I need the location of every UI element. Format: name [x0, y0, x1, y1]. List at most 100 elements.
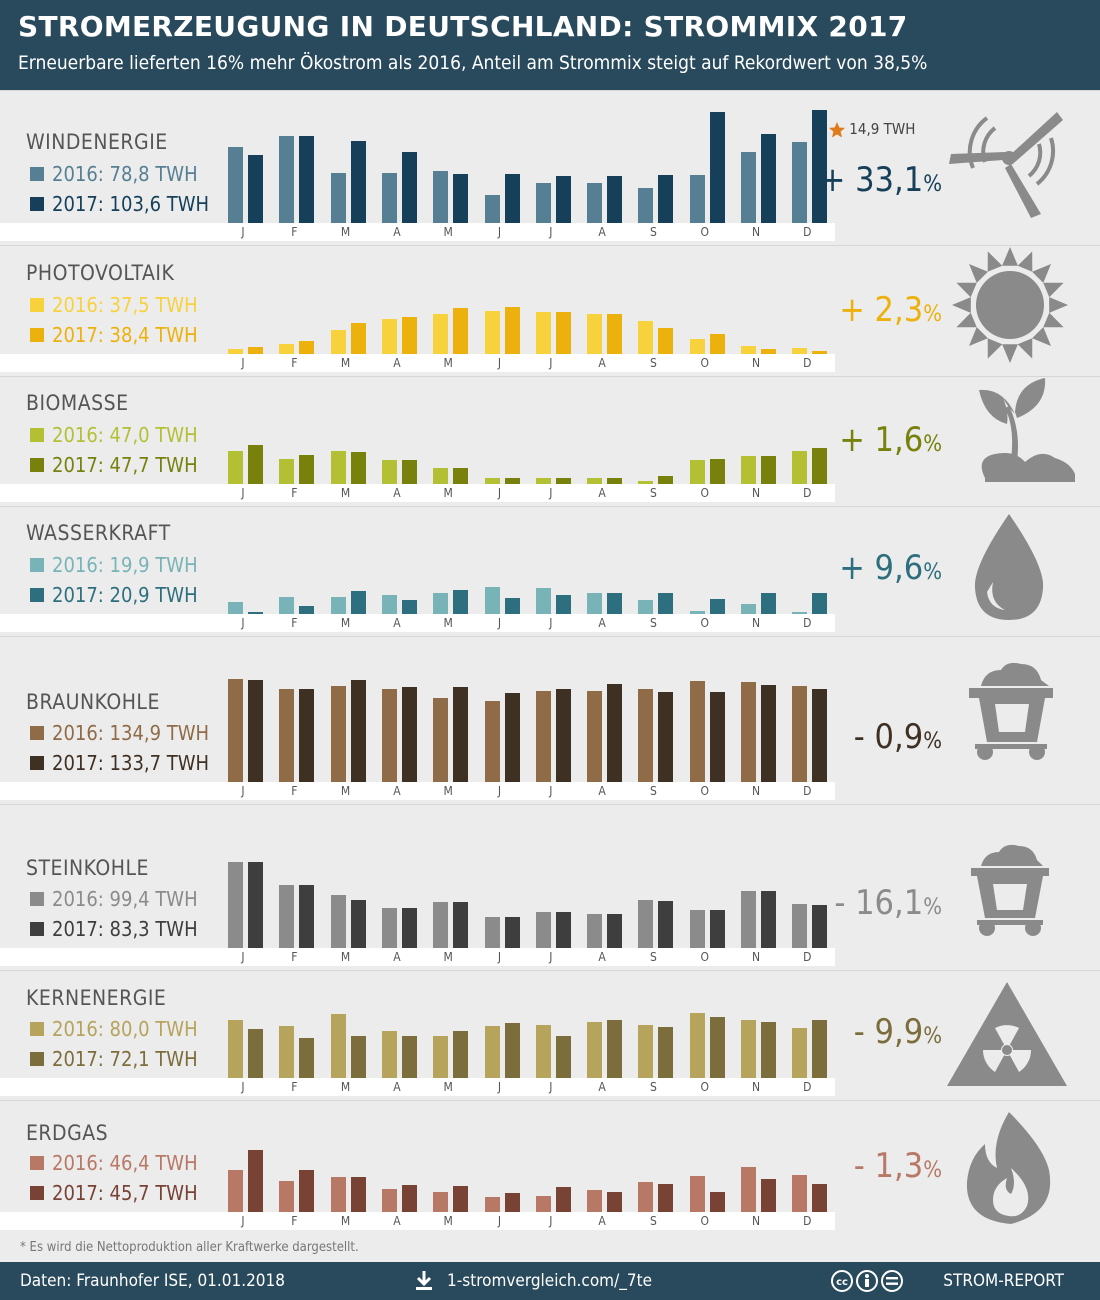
bar-braunkohle-2016 — [228, 679, 243, 782]
bar-wasserkraft-2017 — [812, 592, 828, 614]
month-label: M — [443, 486, 453, 500]
bar-windenergie-2016 — [433, 170, 449, 223]
bar-photovoltaik-2016 — [381, 319, 397, 354]
legend-swatch — [30, 1186, 44, 1200]
bar-kernenergie-2016 — [792, 1027, 808, 1078]
month-label: J — [549, 1080, 553, 1094]
bar-wasserkraft-2016 — [330, 597, 346, 614]
bar-photovoltaik-2016 — [330, 329, 346, 354]
legend-label: 2016: 19,9 TWH — [52, 553, 198, 577]
bar-erdgas-2016 — [638, 1182, 654, 1212]
change-number: - 0,9 — [853, 717, 924, 757]
chart-baseline — [0, 223, 835, 241]
bar-wasserkraft-2016 — [792, 611, 808, 614]
change-value: - 0,9% — [854, 717, 942, 757]
legend-label: 2017: 83,3 TWH — [52, 917, 198, 941]
month-label: J — [549, 616, 553, 630]
month-label: M — [340, 616, 351, 630]
series-title: STEINKOHLE — [26, 856, 149, 880]
month-label: S — [649, 225, 657, 239]
change-value: - 1,3% — [854, 1146, 942, 1186]
bar-steinkohle-2017 — [709, 910, 725, 948]
page-subtitle: Erneuerbare lieferten 16% mehr Ökostrom … — [18, 52, 928, 74]
change-unit: % — [923, 172, 942, 197]
month-label: J — [549, 225, 553, 239]
bar-biomasse-2017 — [350, 452, 366, 484]
series-title: BIOMASSE — [26, 391, 129, 415]
bar-steinkohle-2016 — [792, 903, 808, 948]
month-label: A — [393, 1080, 401, 1094]
month-label: J — [241, 356, 245, 370]
bar-kernenergie-2016 — [330, 1014, 346, 1078]
bar-biomasse-2017 — [555, 477, 571, 484]
bar-braunkohle-2016 — [741, 681, 756, 782]
month-label: A — [393, 950, 401, 964]
bar-photovoltaik-2016 — [228, 349, 243, 354]
bar-kernenergie-2016 — [433, 1036, 449, 1078]
month-label: F — [291, 1080, 298, 1094]
bar-steinkohle-2017 — [299, 884, 315, 948]
legend-swatch — [30, 922, 44, 936]
bar-wasserkraft-2016 — [741, 604, 756, 614]
legend-label: 2017: 47,7 TWH — [52, 453, 198, 477]
bar-kernenergie-2017 — [401, 1036, 417, 1078]
month-label: F — [291, 784, 298, 798]
download-icon[interactable] — [414, 1270, 434, 1292]
bar-braunkohle-2016 — [433, 698, 449, 782]
bar-windenergie-2017 — [453, 174, 469, 223]
month-label: D — [803, 784, 812, 798]
bar-biomasse-2017 — [607, 477, 623, 484]
bar-photovoltaik-2017 — [401, 316, 417, 354]
month-label: A — [598, 1080, 606, 1094]
month-label: O — [700, 616, 709, 630]
month-label: O — [700, 225, 709, 239]
bar-braunkohle-2016 — [381, 689, 397, 782]
series-title: BRAUNKOHLE — [26, 690, 160, 714]
bar-steinkohle-2016 — [228, 862, 243, 948]
month-label: A — [598, 950, 606, 964]
bar-biomasse-2016 — [381, 460, 397, 484]
bar-wasserkraft-2016 — [535, 588, 551, 614]
bar-windenergie-2017 — [709, 112, 725, 223]
bar-steinkohle-2016 — [587, 913, 603, 948]
series-title: KERNENERGIE — [26, 986, 167, 1010]
panel-separator — [0, 804, 1100, 805]
month-label: M — [443, 1214, 453, 1228]
bar-braunkohle-2017 — [812, 689, 828, 782]
bar-windenergie-2016 — [792, 141, 808, 223]
bar-steinkohle-2017 — [350, 900, 366, 948]
bar-photovoltaik-2017 — [709, 334, 725, 354]
bar-windenergie-2016 — [484, 194, 500, 223]
download-link[interactable]: 1-stromvergleich.com/_7te — [447, 1271, 653, 1291]
bar-erdgas-2016 — [381, 1189, 397, 1212]
change-unit: % — [923, 729, 942, 754]
bar-wasserkraft-2017 — [453, 590, 469, 614]
month-label: F — [291, 486, 298, 500]
bar-erdgas-2017 — [504, 1193, 520, 1212]
legend-swatch — [30, 1052, 44, 1066]
bar-erdgas-2016 — [535, 1196, 551, 1212]
change-unit: % — [923, 302, 942, 327]
bar-windenergie-2017 — [350, 140, 366, 223]
month-label: S — [649, 616, 657, 630]
bar-photovoltaik-2017 — [812, 350, 828, 354]
bar-erdgas-2016 — [484, 1196, 500, 1212]
legend-label: 2016: 47,0 TWH — [52, 423, 198, 447]
bar-erdgas-2016 — [279, 1180, 295, 1212]
bar-wasserkraft-2016 — [381, 595, 397, 614]
bar-erdgas-2017 — [555, 1186, 571, 1212]
month-label: M — [340, 950, 351, 964]
bar-wasserkraft-2017 — [607, 593, 623, 614]
panel-separator — [0, 376, 1100, 377]
month-label: O — [700, 1080, 709, 1094]
legend-swatch — [30, 298, 44, 312]
bar-biomasse-2016 — [330, 451, 346, 484]
month-label: M — [340, 784, 351, 798]
bar-biomasse-2016 — [535, 477, 551, 484]
bar-steinkohle-2017 — [453, 901, 469, 948]
month-label: N — [751, 225, 761, 239]
bar-erdgas-2017 — [709, 1192, 725, 1212]
month-label: J — [241, 950, 245, 964]
month-label: N — [751, 616, 761, 630]
legend-label: 2016: 37,5 TWH — [52, 293, 198, 317]
